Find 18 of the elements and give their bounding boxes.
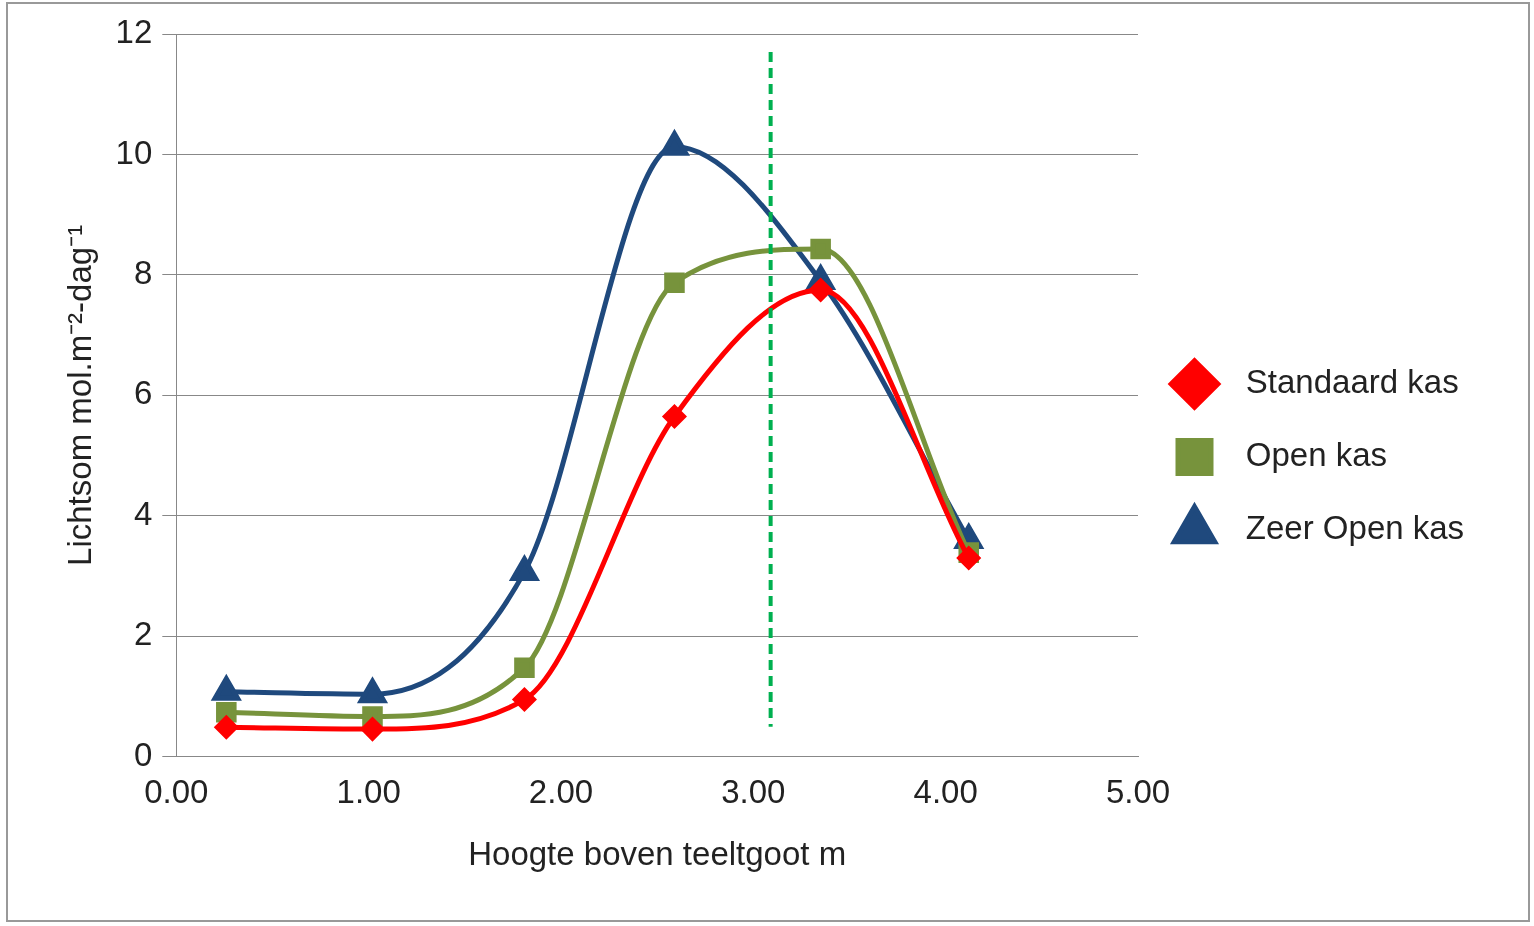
y-tick-label: 12 xyxy=(115,13,153,51)
y-axis-title: Lichtsom mol.m⁻²-dag⁻¹ xyxy=(60,224,98,566)
legend-label: Open kas xyxy=(1227,436,1415,474)
x-tick-label: 5.00 xyxy=(1105,772,1171,810)
x-tick-label: 4.00 xyxy=(913,772,978,810)
y-tick-label: 4 xyxy=(133,494,153,532)
y-tick-label: 2 xyxy=(133,615,153,653)
x-tick-label: 3.00 xyxy=(721,772,786,810)
legend-label: Standaard kas xyxy=(1227,363,1487,401)
x-tick-label: 0.00 xyxy=(144,772,209,810)
x-axis-title: Hoogte boven teeltgoot m xyxy=(468,835,847,873)
legend-label: Zeer Open kas xyxy=(1227,509,1492,547)
y-tick-label: 8 xyxy=(133,254,153,292)
y-tick-label: 0 xyxy=(133,735,153,773)
x-tick-label: 2.00 xyxy=(528,772,594,810)
y-tick-label: 10 xyxy=(115,133,153,171)
x-tick-label: 1.00 xyxy=(336,772,401,810)
y-tick-label: 6 xyxy=(133,374,153,412)
